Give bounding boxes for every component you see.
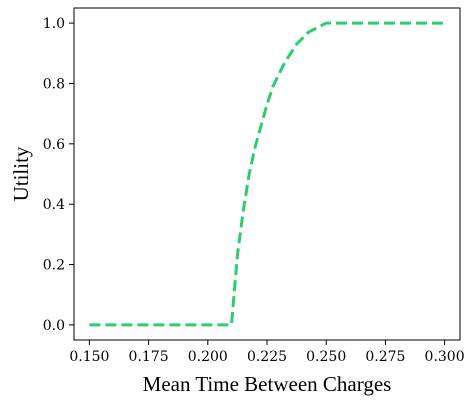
y-axis-title: Utility xyxy=(9,146,33,201)
x-tick-label: 0.150 xyxy=(69,349,109,365)
utility-series-line xyxy=(89,21,445,327)
x-tick-label: 0.225 xyxy=(247,349,287,365)
x-tick-label: 0.300 xyxy=(425,349,465,365)
y-tick-label: 0.2 xyxy=(43,258,65,274)
y-tick-label: 1.0 xyxy=(43,16,65,32)
plot-frame xyxy=(73,7,461,341)
y-tick-label: 0.0 xyxy=(43,318,65,334)
y-tick-label: 0.6 xyxy=(43,137,65,153)
x-axis-ticks: 0.150 0.175 0.200 0.225 0.250 0.275 0.300 xyxy=(69,340,465,365)
plot-layer xyxy=(89,21,445,327)
x-axis-title: Mean Time Between Charges xyxy=(143,372,392,396)
x-tick-label: 0.275 xyxy=(365,349,405,365)
x-tick-label: 0.250 xyxy=(306,349,346,365)
y-tick-label: 0.8 xyxy=(43,76,65,92)
x-tick-label: 0.200 xyxy=(188,349,228,365)
x-tick-label: 0.175 xyxy=(129,349,169,365)
y-axis-ticks: 0.0 0.2 0.4 0.6 0.8 1.0 xyxy=(43,16,74,334)
y-tick-label: 0.4 xyxy=(43,197,65,213)
